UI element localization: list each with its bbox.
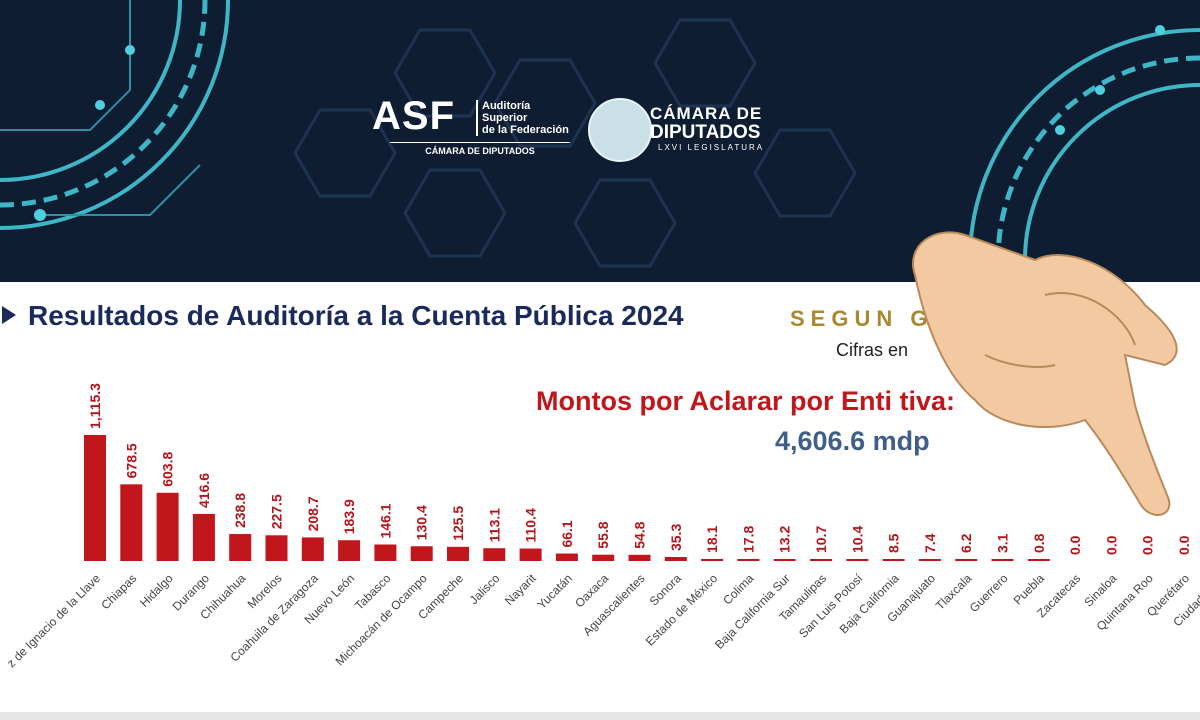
- data-label: 0.0: [1176, 535, 1192, 555]
- bar: [701, 558, 724, 561]
- data-label: 0.8: [1031, 533, 1047, 553]
- tick-label: Yucatán: [534, 571, 575, 612]
- data-label: 603.8: [160, 452, 176, 487]
- data-label: 0.0: [1067, 535, 1083, 555]
- data-label: 227.5: [269, 494, 285, 529]
- bar: [555, 553, 578, 561]
- data-label: 183.9: [341, 499, 357, 534]
- tick-label: Jalisco: [467, 571, 503, 607]
- bar: [374, 544, 397, 561]
- asf-logo: ASF Auditoría Superior de la Federación …: [372, 94, 570, 156]
- camara-logo-line1: CÁMARA DE: [650, 104, 763, 123]
- bar: [664, 557, 687, 561]
- circuit-decoration: [0, 0, 1200, 268]
- bar: [192, 513, 215, 561]
- data-label: 130.4: [414, 505, 430, 540]
- data-label: 208.7: [305, 496, 321, 531]
- asf-logo-text: Auditoría Superior de la Federación: [476, 100, 569, 136]
- bar: [592, 554, 615, 561]
- data-label: 146.1: [377, 503, 393, 538]
- montos-label: Montos por Aclarar por Enti tiva:: [536, 386, 956, 416]
- data-label: 6.2: [958, 533, 974, 553]
- data-label: 1,115.3: [87, 383, 103, 429]
- bar: [1027, 559, 1050, 561]
- data-label: 18.1: [704, 525, 720, 552]
- bar: [120, 484, 143, 561]
- bar: [519, 548, 542, 561]
- bar: [410, 546, 433, 561]
- bar: [737, 558, 760, 561]
- cifras-label: Cifras en: [836, 340, 909, 360]
- bar: [955, 559, 978, 561]
- data-label: 35.3: [668, 524, 684, 551]
- bar: [338, 540, 361, 561]
- data-label: 8.5: [886, 533, 902, 553]
- data-label: 238.8: [232, 493, 248, 528]
- bar: [84, 435, 106, 561]
- data-label: 17.8: [740, 526, 756, 553]
- data-label: 113.1: [486, 508, 502, 542]
- camara-seal-icon: [588, 98, 652, 162]
- data-label: 54.8: [632, 521, 648, 548]
- bar: [229, 534, 252, 561]
- bar: [882, 559, 905, 561]
- data-label: 3.1: [995, 533, 1011, 553]
- bar: [483, 548, 506, 561]
- title-arrow-icon: [2, 306, 16, 324]
- data-label: 7.4: [922, 533, 938, 553]
- tick-label: Guerrero: [967, 571, 1011, 615]
- bar: [773, 559, 796, 561]
- bar: [265, 535, 288, 561]
- asf-logo-mark: ASF: [372, 94, 455, 138]
- data-label: 10.4: [849, 526, 865, 553]
- bar: [991, 559, 1014, 561]
- data-label: 0.0: [1140, 535, 1156, 555]
- tick-label: z de Ignacio de la Llave: [4, 571, 103, 670]
- data-label: 678.5: [123, 443, 139, 478]
- bar: [628, 554, 651, 561]
- data-label: 10.7: [813, 526, 829, 553]
- asf-logo-line2: Superior: [482, 112, 528, 124]
- page-title: Resultados de Auditoría a la Cuenta Públ…: [28, 300, 684, 331]
- data-label: 66.1: [559, 520, 575, 547]
- data-label: 0.0: [1103, 535, 1119, 555]
- bar: [156, 492, 179, 561]
- bar: [447, 546, 469, 561]
- tick-label: San Luis Potosí: [796, 571, 866, 641]
- total-value: 4,606.6 mdp: [775, 426, 930, 456]
- camara-logo-line3: LXVI LEGISLATURA: [658, 143, 765, 152]
- data-label: 125.5: [450, 506, 466, 541]
- bar: [301, 537, 324, 561]
- bar: [810, 559, 832, 561]
- asf-logo-line1: Auditoría: [482, 100, 531, 112]
- tick-label: Chiapas: [98, 571, 139, 612]
- data-label: 55.8: [595, 521, 611, 548]
- bottom-divider: [0, 712, 1200, 720]
- bar: [846, 559, 869, 561]
- data-label: 416.6: [196, 473, 212, 508]
- camara-logo-line2: DIPUTADOS: [650, 122, 761, 143]
- bar-chart: 1,115.3 z de Ignacio de la Llave 678.5 Chia…: [4, 383, 1200, 670]
- pointing-hand-icon: [912, 231, 1178, 516]
- header-banner: ASF Auditoría Superior de la Federación …: [0, 0, 1200, 282]
- data-label: 13.2: [777, 526, 793, 553]
- data-label: 110.4: [523, 508, 539, 542]
- asf-logo-sub: CÁMARA DE DIPUTADOS: [390, 142, 570, 156]
- asf-logo-line3: de la Federación: [482, 124, 569, 136]
- bar: [918, 559, 941, 561]
